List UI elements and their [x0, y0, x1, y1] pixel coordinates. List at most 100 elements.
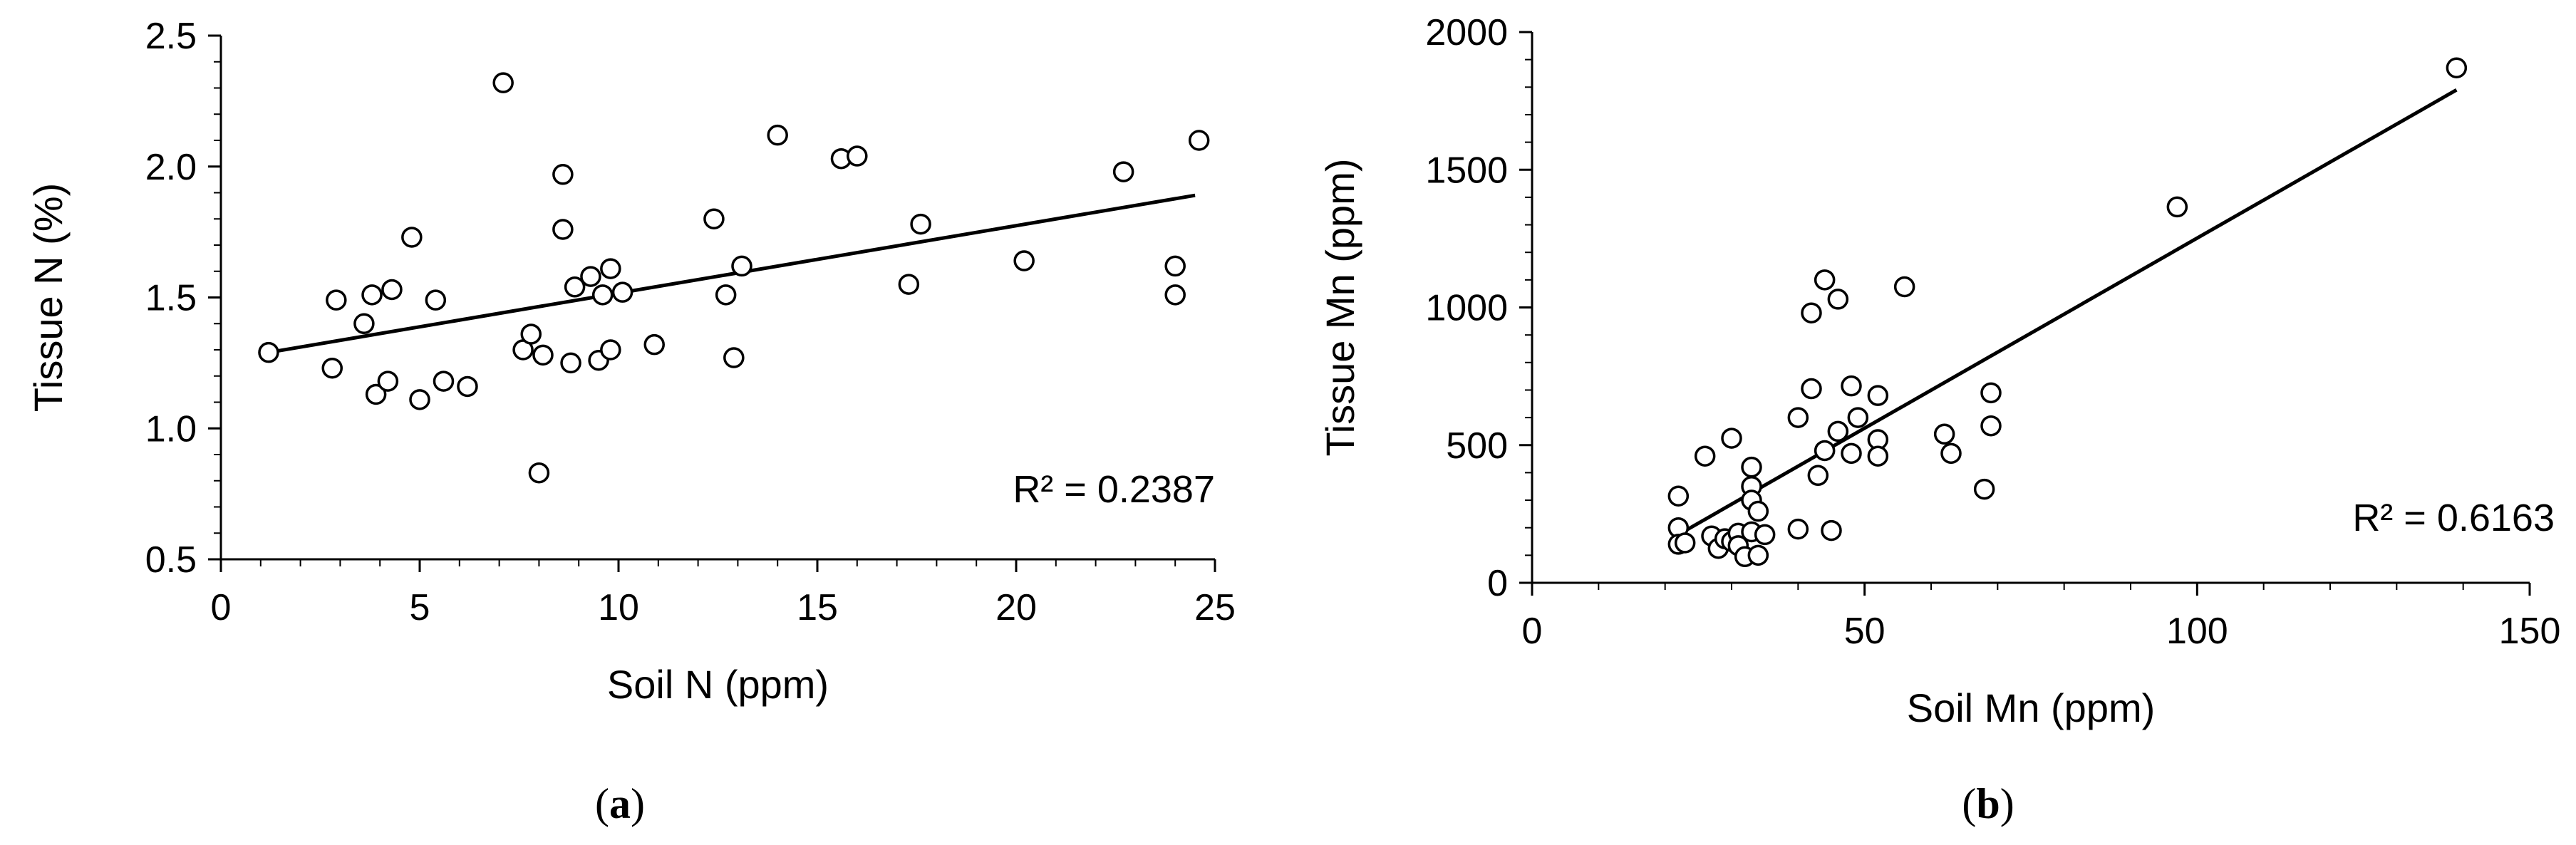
data-point	[2446, 57, 2468, 78]
data-point	[1112, 161, 1134, 182]
x-tick-label: 0	[1522, 611, 1543, 652]
chart-panel-a: 0 5 10 15 20 25 0.5 1.0 1.5 2.0 2.5 Soil N (ppm) Tis…	[0, 0, 1283, 845]
y-tick-label: 0.5	[145, 539, 197, 581]
y-tick-label: 0	[1487, 563, 1508, 604]
x-tick-label: 15	[797, 587, 838, 628]
y-axis-title: Tissue N (%)	[26, 183, 71, 413]
trendline	[1677, 88, 2458, 536]
data-point	[1814, 269, 1836, 291]
data-point	[1801, 302, 1822, 323]
x-tick-label: 10	[598, 587, 639, 628]
data-point	[600, 339, 621, 361]
data-point	[910, 213, 931, 235]
y-tick-label: 1000	[1425, 288, 1508, 329]
data-point	[731, 255, 752, 277]
panel-caption: (a)	[595, 780, 645, 827]
x-axis-title: Soil N (ppm)	[607, 662, 829, 707]
data-point	[528, 462, 550, 484]
data-point	[767, 124, 788, 146]
tissue-n-scatter-chart: 0 5 10 15 20 25 0.5 1.0 1.5 2.0 2.5 Soil N (ppm) Tis…	[26, 16, 1236, 827]
data-point	[532, 344, 554, 366]
data-point	[1827, 420, 1849, 442]
y-tick-label: 2000	[1425, 12, 1508, 53]
data-point	[1013, 250, 1035, 271]
data-point	[1747, 544, 1769, 566]
data-point	[1674, 532, 1696, 554]
x-tick-label: 150	[2499, 611, 2561, 652]
data-point	[580, 266, 601, 287]
data-point	[847, 145, 868, 167]
data-point	[1787, 518, 1809, 540]
data-point	[643, 333, 665, 356]
data-point	[552, 164, 574, 185]
x-tick-label: 25	[1194, 587, 1236, 628]
data-point	[1164, 255, 1186, 277]
x-axis-title: Soil Mn (ppm)	[1907, 685, 2156, 730]
panel-caption: (b)	[1962, 780, 2014, 827]
data-point	[1867, 445, 1889, 467]
y-tick-label: 500	[1446, 425, 1508, 467]
data-point	[552, 219, 574, 240]
data-point	[1841, 442, 1862, 465]
data-point	[600, 258, 621, 279]
x-tick-label: 100	[2166, 611, 2228, 652]
data-point	[1787, 407, 1809, 428]
data-point	[1893, 276, 1915, 298]
trendline	[268, 193, 1196, 355]
data-point	[715, 284, 737, 306]
r-squared-label: R² = 0.6163	[2352, 497, 2555, 539]
x-tick-label: 0	[211, 587, 232, 628]
data-point	[1847, 407, 1869, 428]
data-point	[1821, 519, 1842, 541]
data-point	[1867, 385, 1889, 406]
data-point	[258, 341, 279, 363]
data-point	[425, 289, 447, 311]
data-point	[1980, 415, 2002, 437]
y-tick-label: 1.5	[145, 278, 197, 319]
x-tick-label: 20	[995, 587, 1037, 628]
x-tick-label: 50	[1844, 611, 1886, 652]
data-point	[898, 274, 920, 295]
data-point	[1807, 465, 1829, 487]
data-point	[1940, 442, 1962, 465]
data-point	[1667, 485, 1690, 507]
data-point	[1827, 289, 1849, 310]
data-point	[703, 208, 725, 229]
y-tick-label: 1500	[1425, 150, 1508, 191]
data-point	[1841, 375, 1862, 397]
data-point	[361, 284, 383, 306]
data-point	[365, 383, 387, 405]
data-point	[1933, 423, 1955, 445]
data-point	[433, 370, 455, 392]
data-point	[492, 72, 514, 93]
data-point	[1747, 500, 1769, 522]
data-point	[409, 389, 430, 410]
data-point	[1814, 440, 1836, 462]
data-point	[326, 289, 347, 311]
data-point	[1164, 284, 1186, 306]
y-tick-label: 2.0	[145, 147, 197, 188]
data-point	[1980, 382, 2002, 404]
data-point	[377, 370, 399, 392]
data-point	[1188, 130, 1210, 151]
data-point	[564, 276, 586, 298]
x-tick-label: 5	[410, 587, 430, 628]
y-tick-label: 2.5	[145, 16, 197, 57]
data-point	[457, 375, 478, 398]
data-point	[381, 279, 403, 301]
data-point	[723, 347, 745, 368]
data-point	[1721, 427, 1742, 449]
data-point	[321, 357, 343, 379]
r-squared-label: R² = 0.2387	[1013, 468, 1215, 511]
data-point	[560, 352, 581, 374]
chart-panel-b: 0 50 100 150 0 500 1000 1500 2000 Soil Mn (ppm) Ti…	[1283, 0, 2576, 845]
data-point	[1754, 524, 1776, 546]
data-point	[1741, 456, 1762, 478]
data-point	[401, 227, 423, 248]
data-point	[611, 281, 633, 303]
data-point	[353, 313, 375, 334]
y-tick-label: 1.0	[145, 408, 197, 450]
y-axis-title: Tissue Mn (ppm)	[1318, 158, 1362, 456]
data-point	[520, 323, 542, 345]
